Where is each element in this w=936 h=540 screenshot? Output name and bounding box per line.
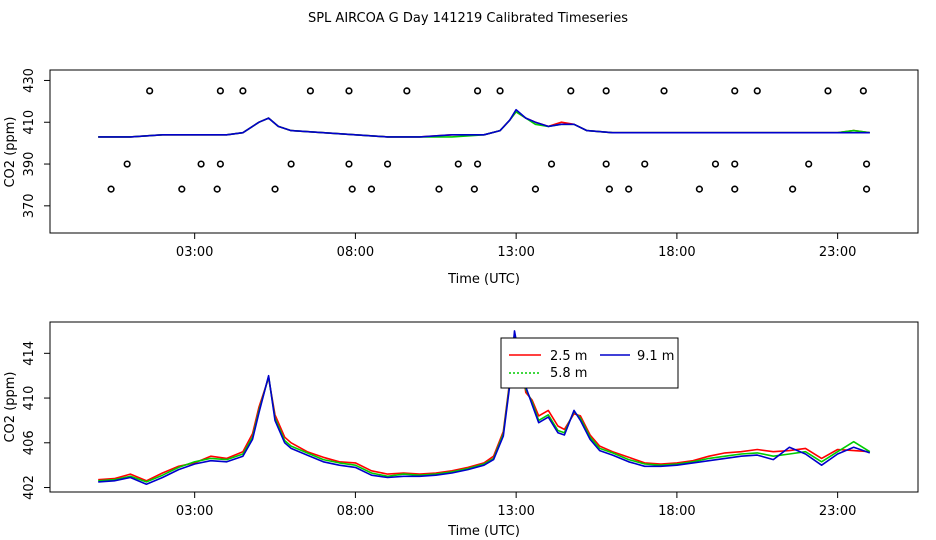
top-data-point (271, 185, 279, 193)
bottom-y-tick-label: 402 (22, 475, 37, 500)
top-y-tick-label: 390 (22, 152, 37, 177)
top-data-point (859, 87, 867, 95)
top-data-point (239, 87, 247, 95)
top-data-point (213, 185, 221, 193)
top-data-point (383, 160, 392, 168)
top-y-tick-label: 370 (22, 193, 37, 218)
top-data-point (216, 160, 224, 168)
top-data-point (473, 87, 482, 95)
top-data-point (789, 185, 797, 193)
top-series (98, 87, 871, 193)
top-data-point (711, 160, 720, 168)
top-data-point (367, 185, 376, 193)
top-x-tick-label: 08:00 (337, 245, 374, 260)
top-y-axis-label: CO2 (ppm) (3, 116, 18, 187)
top-data-point (345, 87, 353, 95)
legend-label-9-1m: 9.1 m (637, 349, 674, 364)
bottom-y-tick-label: 406 (22, 430, 37, 455)
top-data-point (178, 185, 186, 193)
top-data-point (824, 87, 832, 95)
legend-box (500, 337, 679, 389)
top-data-point (547, 160, 556, 168)
top-data-point (660, 87, 668, 95)
top-data-point (731, 160, 739, 168)
top-x-tick-label: 13:00 (497, 245, 534, 260)
top-panel: 03:00 08:00 13:00 18:00 23:00 370 390 410 430 Ti… (3, 68, 919, 287)
top-y-tick-label: 410 (22, 110, 37, 135)
top-data-point (123, 160, 131, 168)
top-data-point (567, 87, 575, 95)
top-data-point (345, 160, 353, 168)
legend-label-5-8m: 5.8 m (550, 366, 587, 381)
top-data-point (197, 160, 205, 168)
top-data-point (473, 160, 482, 168)
bottom-x-tick-label: 13:00 (497, 504, 534, 519)
chart-legend: 2.5 m 5.8 m 9.1 m (500, 337, 679, 389)
figure-title: SPL AIRCOA G Day 141219 Calibrated Times… (308, 11, 628, 26)
top-data-point (435, 185, 443, 193)
bottom-x-axis-label: Time (UTC) (447, 524, 520, 539)
top-data-point (287, 160, 295, 168)
top-data-point (107, 185, 115, 193)
top-data-point (602, 87, 610, 95)
bottom-series-line-9-1-m (98, 330, 871, 486)
top-data-point (403, 87, 411, 95)
bottom-panel: 03:00 08:00 13:00 18:00 23:00 402 406 410 414 Ti… (3, 321, 919, 539)
bottom-y-tick-label: 414 (22, 341, 37, 366)
top-data-point (731, 87, 739, 95)
bottom-x-tick-label: 23:00 (819, 504, 856, 519)
top-data-point (531, 185, 540, 193)
top-series-line-9-1-m (98, 108, 870, 138)
top-x-tick-label: 23:00 (819, 245, 856, 260)
bottom-x-tick-label: 03:00 (176, 504, 213, 519)
bottom-plot-frame (49, 321, 919, 493)
bottom-x-tick-label: 18:00 (658, 504, 695, 519)
top-data-point (731, 185, 739, 193)
top-data-point (348, 185, 356, 193)
top-data-point (306, 87, 315, 95)
bottom-axes: 03:00 08:00 13:00 18:00 23:00 402 406 410 414 (22, 341, 856, 519)
bottom-y-tick-label: 410 (22, 386, 37, 411)
legend-label-2-5m: 2.5 m (550, 349, 587, 364)
top-y-tick-label: 430 (22, 68, 37, 93)
top-plot-frame (49, 69, 919, 234)
top-data-point (862, 160, 871, 168)
top-data-point (625, 185, 633, 193)
top-data-point (496, 87, 504, 95)
top-x-axis-label: Time (UTC) (447, 272, 520, 287)
top-data-point (805, 160, 813, 168)
top-x-tick-label: 03:00 (176, 245, 213, 260)
top-axes: 03:00 08:00 13:00 18:00 23:00 370 390 410 430 (22, 68, 856, 260)
bottom-x-tick-label: 08:00 (337, 504, 374, 519)
bottom-series (98, 330, 871, 486)
top-data-point (602, 160, 610, 168)
top-data-point (470, 185, 478, 193)
top-data-point (454, 160, 462, 168)
top-data-point (695, 185, 703, 193)
top-x-tick-label: 18:00 (658, 245, 695, 260)
bottom-y-axis-label: CO2 (ppm) (3, 371, 18, 442)
top-data-point (146, 87, 154, 95)
bottom-series-line-5-8-m (98, 332, 871, 483)
top-data-point (641, 160, 649, 168)
top-data-point (605, 185, 613, 193)
top-data-point (216, 87, 224, 95)
top-data-point (862, 185, 871, 193)
top-data-point (753, 87, 761, 95)
